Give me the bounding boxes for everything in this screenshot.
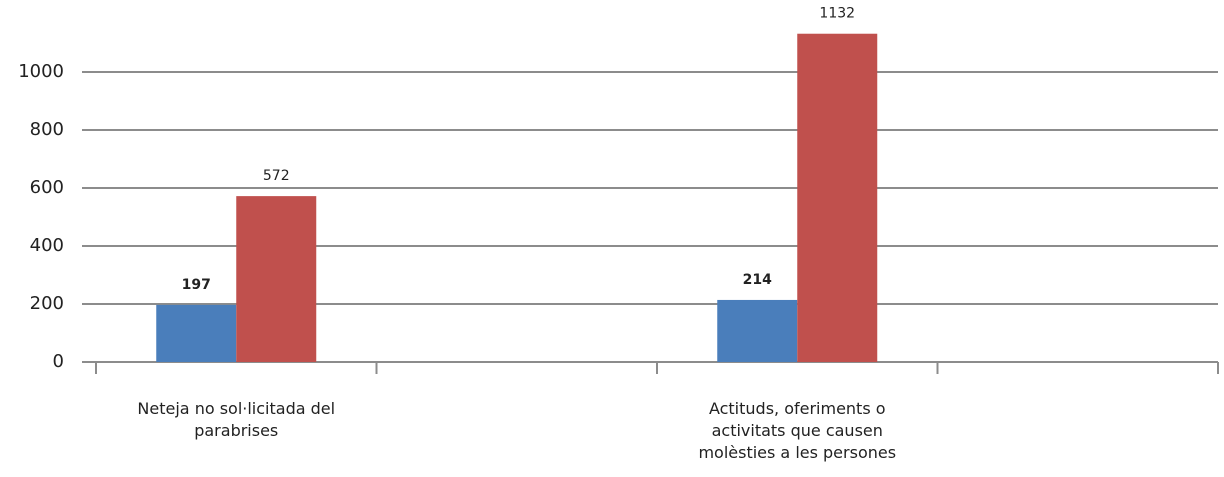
x-tick-label-box: Actituds, oferiments o activitats que ca… xyxy=(698,399,897,462)
y-tick-label: 1000 xyxy=(18,61,64,82)
data-label: 197 xyxy=(182,277,211,293)
x-tick-label: Actituds, oferiments o activitats que ca… xyxy=(698,399,897,462)
bar xyxy=(236,196,317,362)
bar xyxy=(156,304,237,362)
y-tick-label: 800 xyxy=(30,119,64,140)
y-tick-label: 200 xyxy=(30,293,64,314)
bar xyxy=(797,33,878,362)
data-label: 1132 xyxy=(819,6,855,22)
x-tick-label-box: Neteja no sol·licitada del parabrises xyxy=(137,399,336,440)
y-tick-label: 0 xyxy=(53,351,64,372)
data-label: 214 xyxy=(743,272,772,288)
bar xyxy=(717,299,798,362)
y-tick-label: 400 xyxy=(30,235,64,256)
x-tick-label: Neteja no sol·licitada del parabrises xyxy=(137,399,336,440)
data-label: 572 xyxy=(263,168,290,184)
y-tick-label: 600 xyxy=(30,177,64,198)
